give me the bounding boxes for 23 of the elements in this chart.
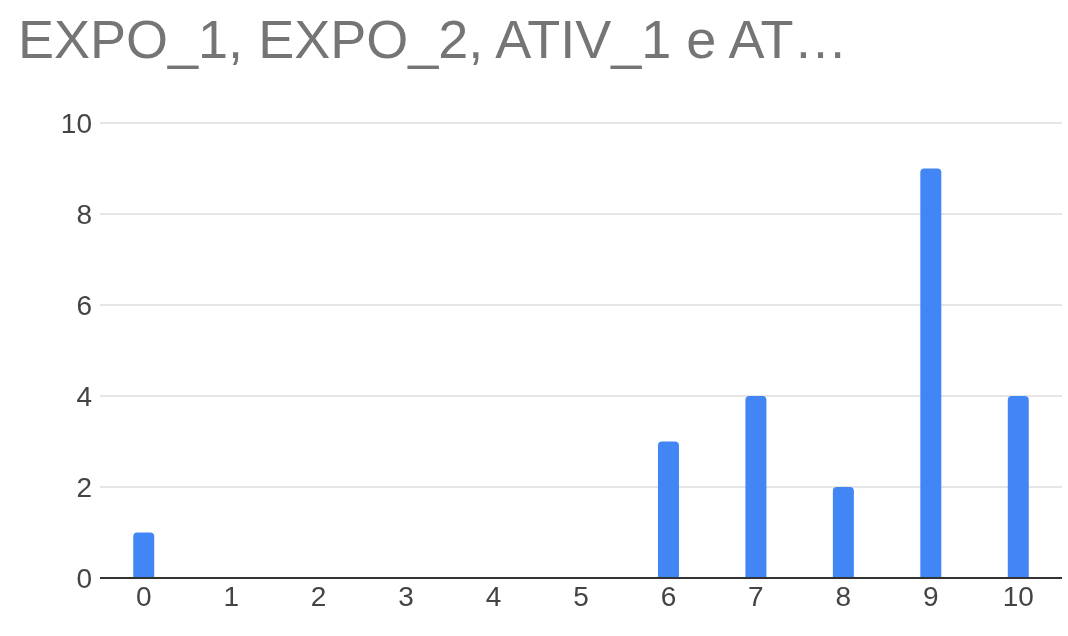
- bar: [1007, 396, 1029, 578]
- y-tick-label: 6: [76, 289, 92, 321]
- x-tick-label: 3: [398, 580, 414, 612]
- y-tick-label: 4: [76, 380, 92, 412]
- x-tick-label: 5: [573, 580, 589, 612]
- x-tick-label: 10: [1002, 580, 1034, 612]
- x-tick-label: 4: [485, 580, 502, 612]
- y-tick-label: 8: [76, 198, 92, 230]
- y-tick-label: 2: [76, 471, 92, 503]
- x-tick-label: 2: [310, 580, 327, 612]
- x-tick-label: 1: [223, 580, 239, 612]
- bar: [745, 396, 767, 578]
- chart-title: EXPO_1, EXPO_2, ATIV_1 e AT…: [18, 8, 848, 70]
- bar: [133, 532, 155, 578]
- bar: [920, 168, 942, 578]
- x-tick-label: 9: [923, 580, 939, 612]
- bar: [832, 487, 854, 578]
- bar: [657, 441, 679, 578]
- x-tick-label: 7: [748, 580, 764, 612]
- x-tick-label: 6: [660, 580, 677, 612]
- x-tick-label: 8: [835, 580, 852, 612]
- y-tick-label: 10: [60, 107, 92, 139]
- x-tick-label: 0: [135, 580, 152, 612]
